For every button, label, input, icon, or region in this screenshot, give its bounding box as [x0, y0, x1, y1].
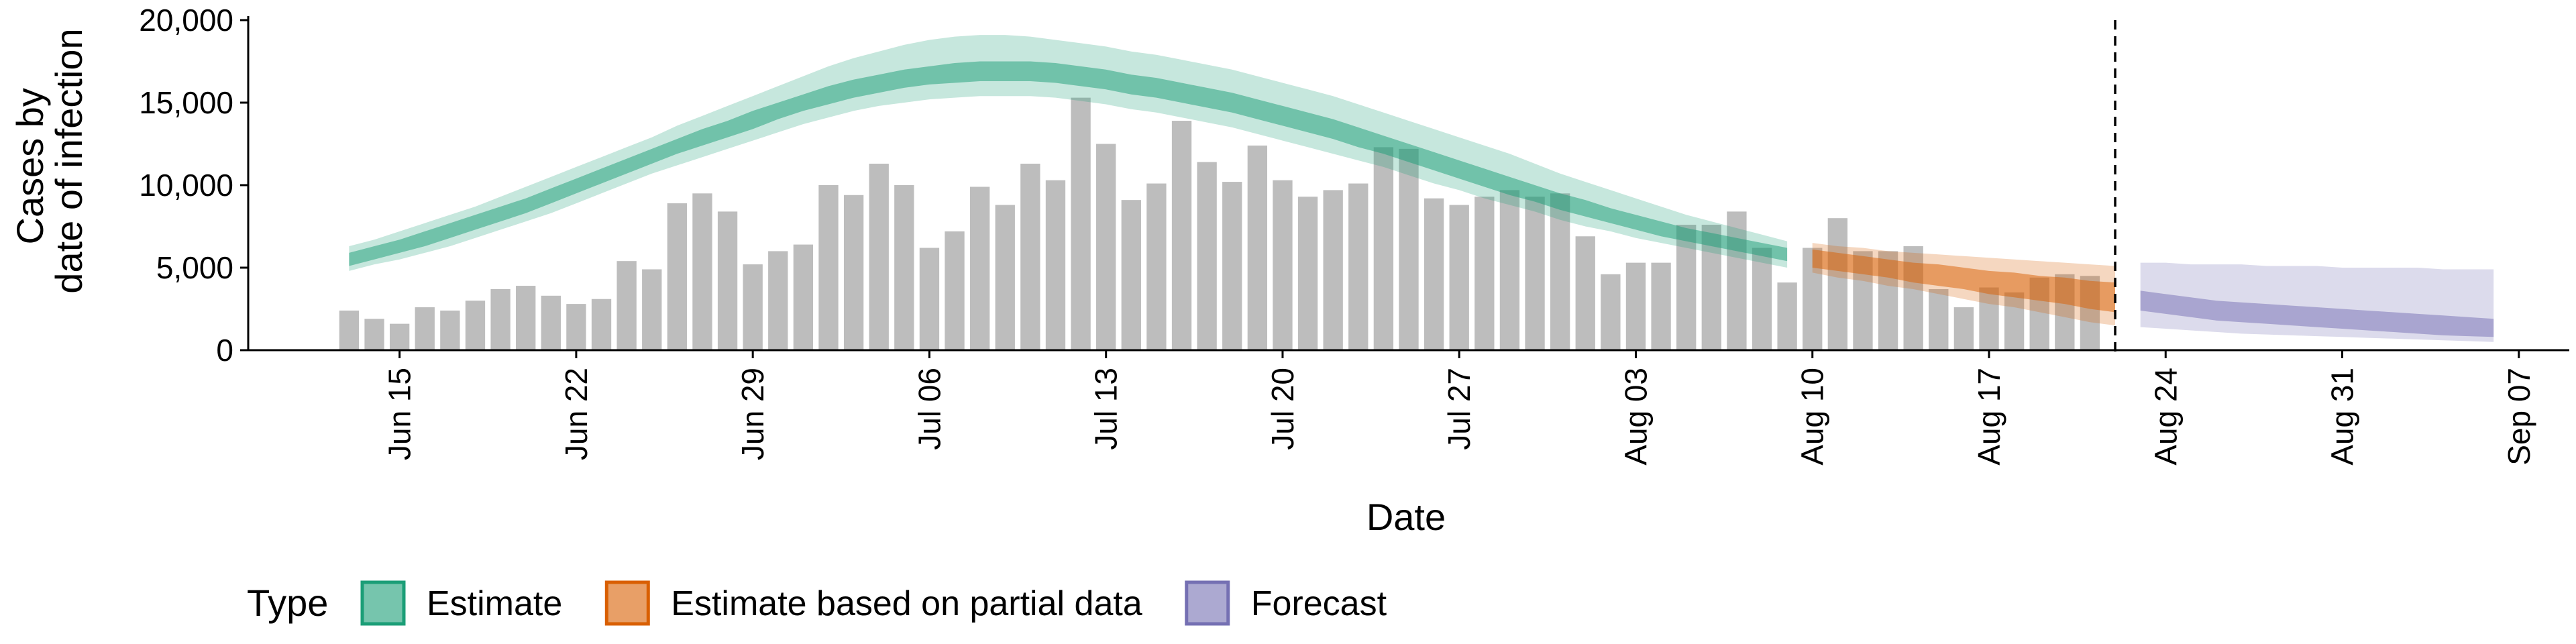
x-tick-label: Aug 24	[2148, 368, 2183, 466]
bar	[616, 261, 637, 350]
bar	[389, 323, 410, 350]
legend-label-partial-estimate: Estimate based on partial data	[671, 584, 1142, 623]
bar	[1474, 197, 1495, 350]
bar	[1424, 198, 1444, 350]
x-tick-label: Jul 20	[1265, 368, 1300, 450]
partial-estimate-inner-band	[1812, 249, 2115, 313]
bar	[541, 295, 561, 350]
legend-swatch-forecast	[1185, 580, 1230, 626]
bar	[1171, 121, 1192, 350]
x-axis-title: Date	[1366, 496, 1446, 538]
bar	[1575, 236, 1595, 350]
bar	[465, 301, 486, 350]
bar	[1247, 145, 1268, 350]
bar	[1045, 180, 1066, 350]
bar	[818, 185, 839, 350]
bar	[364, 319, 384, 350]
legend: Type Estimate Estimate based on partial d…	[247, 580, 1387, 626]
y-tick-label: 10,000	[139, 168, 233, 203]
bar	[1020, 164, 1040, 350]
bar	[692, 193, 712, 350]
bar	[995, 205, 1015, 350]
bar	[1929, 288, 1949, 350]
bar	[1601, 274, 1621, 350]
estimate-inner-band	[349, 61, 1788, 266]
bar	[1348, 183, 1368, 350]
forecast-inner-band	[2140, 290, 2494, 337]
bars-layer	[339, 97, 2100, 351]
bar	[339, 310, 360, 350]
bar	[969, 186, 990, 350]
bar	[919, 248, 940, 350]
bar	[642, 269, 662, 350]
bar	[793, 244, 814, 350]
legend-title: Type	[247, 582, 328, 624]
bar	[1752, 248, 1772, 350]
bar	[1676, 225, 1697, 350]
legend-label-estimate: Estimate	[427, 584, 562, 623]
legend-label-forecast: Forecast	[1251, 584, 1387, 623]
bar	[490, 288, 511, 350]
bar	[2004, 292, 2025, 350]
bar	[869, 164, 889, 350]
y-tick-label: 20,000	[139, 3, 233, 38]
bar	[1953, 307, 1974, 350]
bar	[1222, 182, 1242, 350]
x-tick-label: Jul 06	[912, 368, 947, 450]
y-tick-label: 15,000	[139, 85, 233, 120]
bar	[1727, 211, 1747, 350]
bar	[1449, 205, 1469, 350]
bar	[1323, 190, 1343, 350]
bar	[667, 203, 688, 350]
bar	[415, 307, 435, 350]
bar	[1979, 287, 1999, 350]
x-tick-label: Sep 07	[2502, 368, 2536, 466]
bar	[1550, 193, 1570, 350]
bar	[1071, 97, 1091, 350]
bar	[717, 211, 738, 350]
bar	[894, 185, 914, 350]
x-tick-label: Aug 31	[2325, 368, 2360, 466]
y-tick-label: 0	[216, 333, 233, 368]
bar	[566, 304, 586, 350]
bar	[1651, 262, 1671, 350]
x-tick-label: Aug 17	[1972, 368, 2006, 466]
bar	[1399, 148, 1419, 350]
bar	[1096, 144, 1116, 350]
bar	[1197, 162, 1217, 350]
bar	[1146, 183, 1167, 350]
x-tick-label: Jun 29	[735, 368, 770, 460]
x-tick-label: Aug 03	[1618, 368, 1653, 466]
x-tick-label: Jul 27	[1442, 368, 1477, 450]
y-tick-label: 5,000	[156, 250, 233, 285]
y-axis-title-line2: date of infection	[48, 28, 90, 293]
bar	[1625, 262, 1646, 350]
bar	[1525, 197, 1545, 350]
x-tick-label: Jun 22	[559, 368, 594, 460]
x-tick-label: Jun 15	[382, 368, 417, 460]
bar	[1373, 147, 1394, 351]
bar	[1121, 200, 1141, 350]
legend-swatch-estimate	[360, 580, 406, 626]
bar	[1777, 282, 1797, 350]
bar	[440, 310, 460, 350]
x-tick-label: Aug 10	[1795, 368, 1830, 466]
bar	[743, 264, 763, 350]
bar	[1499, 190, 1520, 350]
axes-layer: 0 5,000 10,000 15,000 20,000 Jun 15 Jun 22 Jun …	[139, 3, 2569, 466]
x-tick-label: Jul 13	[1089, 368, 1124, 450]
bar	[1297, 197, 1318, 350]
bar	[1273, 180, 1293, 350]
bar	[945, 231, 965, 350]
legend-swatch-partial-estimate	[604, 580, 650, 626]
bar	[591, 299, 612, 350]
bands-layer	[349, 35, 2494, 342]
y-axis-title: Cases by date of infection	[9, 28, 90, 293]
bar	[843, 195, 864, 350]
bar	[516, 286, 536, 350]
y-axis-title-line1: Cases by	[9, 88, 51, 244]
bar	[1827, 218, 1848, 350]
bar	[768, 251, 788, 350]
